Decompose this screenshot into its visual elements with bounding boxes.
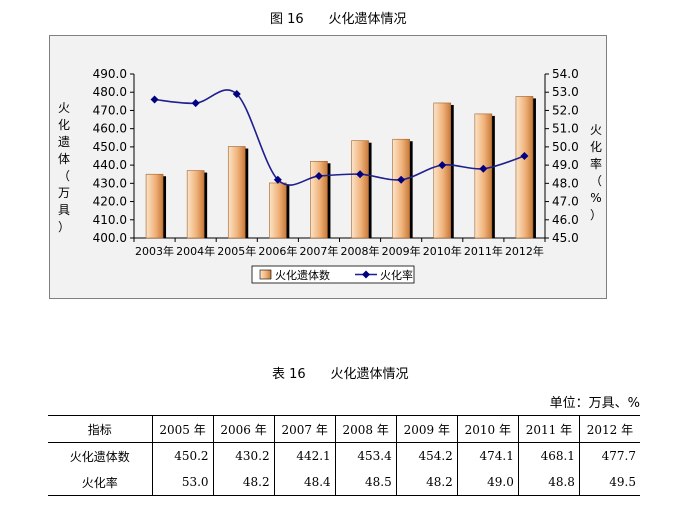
- table-cell: 468.1: [517, 442, 580, 469]
- header-cell: 2007 年: [273, 415, 336, 443]
- table-cell: 48.5: [334, 469, 397, 496]
- chart-area: 400.0 410.0 420.0 430.0 440.0 450.0 460.0 470.0…: [49, 35, 607, 299]
- legend-swatch-bar: [259, 269, 272, 280]
- table-cell: 454.2: [395, 442, 458, 469]
- x-tick-label: 2004年: [176, 244, 215, 258]
- header-cell: 2006 年: [212, 415, 275, 443]
- x-tick-label: 2012年: [505, 244, 544, 258]
- y-left-tick-label: 410.0: [93, 213, 127, 227]
- table-cell: 48.2: [395, 469, 458, 496]
- table-cell: 49.0: [456, 469, 519, 496]
- y-left-tick-label: 400.0: [93, 231, 127, 245]
- bar: [186, 170, 205, 239]
- y-right-tick-label: 52.0: [552, 103, 579, 117]
- line-point: [520, 152, 529, 160]
- bar: [269, 182, 287, 239]
- y-left-axis-title-text: 火化遗体（万具）: [58, 101, 70, 234]
- bar: [515, 96, 534, 239]
- header-cell: 2012 年: [578, 415, 640, 443]
- y-right-tick-label: 54.0: [552, 67, 579, 81]
- line-point: [397, 175, 406, 184]
- table-cell: 430.2: [212, 442, 275, 469]
- x-tick-label: 2010年: [423, 244, 462, 258]
- table-cell: 477.7: [578, 442, 640, 469]
- data-table: 指标 2005 年 2006 年 2007 年 2008 年 2009 年 20…: [48, 415, 640, 496]
- figure-title: 图 16 火化遗体情况: [270, 12, 407, 27]
- row-label: 火化遗体数: [69, 449, 130, 464]
- series-line-cremation-rate: [154, 89, 525, 186]
- line-point: [191, 99, 200, 108]
- line-point: [438, 161, 447, 170]
- bar: [310, 160, 328, 239]
- y-left-tick-label: 470.0: [93, 103, 127, 117]
- row-label: 火化率: [48, 469, 152, 496]
- bar: [351, 140, 369, 239]
- y-left-tick-label: 430.0: [93, 176, 127, 190]
- legend-label-line: 火化率: [380, 268, 413, 282]
- legend-box: [251, 265, 415, 284]
- bar: [474, 113, 493, 239]
- header-cell: 2005 年: [151, 415, 214, 443]
- table-cell: 450.2: [151, 442, 214, 469]
- y-left-axis-title: 火化遗体（万具）: [58, 101, 70, 234]
- y-left-tick-label: 490.0: [93, 67, 127, 81]
- header-cell: 2008 年: [334, 415, 397, 443]
- y-right-tick-label: 53.0: [552, 85, 579, 99]
- y-right-tick-label: 51.0: [552, 122, 579, 136]
- legend-label-bar: 火化遗体数: [275, 268, 330, 282]
- y-right-tick-label: 47.0: [552, 195, 579, 209]
- y-left-tick-label: 450.0: [93, 140, 127, 154]
- header-cell: 2009 年: [395, 415, 458, 443]
- header-cell: 指标: [48, 415, 152, 443]
- combo-chart: 400.0 410.0 420.0 430.0 440.0 450.0 460.0 470.0…: [58, 67, 602, 284]
- bar: [145, 173, 164, 239]
- table-cell: 453.4: [334, 442, 397, 469]
- x-tick-label: 2011年: [464, 244, 503, 258]
- y-right-axis-title-text: 火化率（%）: [590, 123, 602, 222]
- y-right-axis-title: 火化率（%）: [590, 123, 602, 222]
- y-right-tick-label: 49.0: [552, 158, 579, 172]
- y-left-tick-label: 420.0: [93, 195, 127, 209]
- table-cell: 48.2: [212, 469, 275, 496]
- line-point: [150, 95, 159, 104]
- y-right-tick-label: 45.0: [552, 231, 579, 245]
- legend-marker-line: [362, 270, 370, 279]
- y-right-tick-label: 48.0: [552, 176, 579, 190]
- x-tick-label: 2003年: [135, 244, 174, 258]
- x-tick-label: 2005年: [217, 244, 256, 258]
- table-cell: 442.1: [273, 442, 336, 469]
- table-title: 表 16 火化遗体情况: [272, 367, 409, 382]
- bar: [392, 138, 410, 239]
- unit-label: 单位：万具、%: [549, 396, 640, 411]
- y-right-tick-label: 50.0: [552, 140, 579, 154]
- line-point: [356, 170, 365, 179]
- x-tick-label: 2006年: [258, 244, 297, 258]
- x-tick-label: 2009年: [382, 244, 421, 258]
- table-header-row: 指标 2005 年 2006 年 2007 年 2008 年 2009 年 20…: [48, 415, 640, 443]
- x-tick-label: 2008年: [341, 244, 380, 258]
- y-left-tick-label: 460.0: [93, 122, 127, 136]
- line-point: [314, 172, 323, 181]
- y-left-tick-label: 480.0: [93, 85, 127, 99]
- header-cell: 2011 年: [517, 415, 580, 443]
- table-cell: 48.8: [517, 469, 580, 496]
- y-left-tick-label: 440.0: [93, 158, 127, 172]
- table-row: 火化遗体数 450.2 430.2 442.1 453.4 454.2 474.…: [48, 442, 640, 469]
- table-row: 火化率 53.0 48.2 48.4 48.5 48.2 49.0 48.8 4…: [48, 469, 640, 496]
- line-point: [232, 90, 241, 99]
- table-cell: 48.4: [273, 469, 336, 496]
- header-cell: 2010 年: [456, 415, 519, 443]
- bar: [433, 102, 452, 239]
- line-point: [479, 164, 488, 173]
- bar: [227, 146, 246, 239]
- x-tick-label: 2007年: [299, 244, 338, 258]
- line-point: [273, 175, 282, 184]
- y-right-tick-label: 46.0: [552, 213, 579, 227]
- table-cell: 474.1: [456, 442, 519, 469]
- table-cell: 53.0: [151, 469, 214, 496]
- table-cell: 49.5: [578, 469, 640, 496]
